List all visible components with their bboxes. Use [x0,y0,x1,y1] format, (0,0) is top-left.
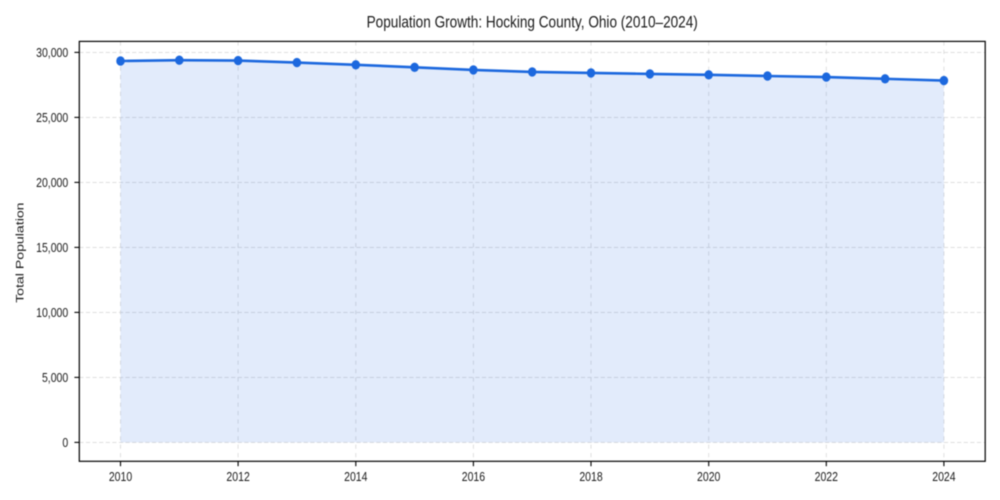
svg-text:Population Growth: Hocking Cou: Population Growth: Hocking County, Ohio … [367,13,698,32]
svg-text:20,000: 20,000 [36,175,68,190]
svg-text:2012: 2012 [226,469,249,484]
svg-text:2020: 2020 [697,469,721,484]
svg-text:2022: 2022 [815,469,838,484]
svg-text:2024: 2024 [932,469,956,484]
svg-text:2010: 2010 [109,469,133,484]
svg-text:10,000: 10,000 [36,305,68,320]
svg-text:2014: 2014 [344,469,368,484]
svg-text:25,000: 25,000 [36,110,68,125]
svg-text:Total Population: Total Population [13,202,26,302]
svg-text:5,000: 5,000 [42,370,69,385]
svg-text:2018: 2018 [579,469,603,484]
svg-text:30,000: 30,000 [36,45,68,60]
svg-text:2016: 2016 [462,469,486,484]
svg-text:15,000: 15,000 [36,240,68,255]
svg-text:0: 0 [62,435,68,450]
